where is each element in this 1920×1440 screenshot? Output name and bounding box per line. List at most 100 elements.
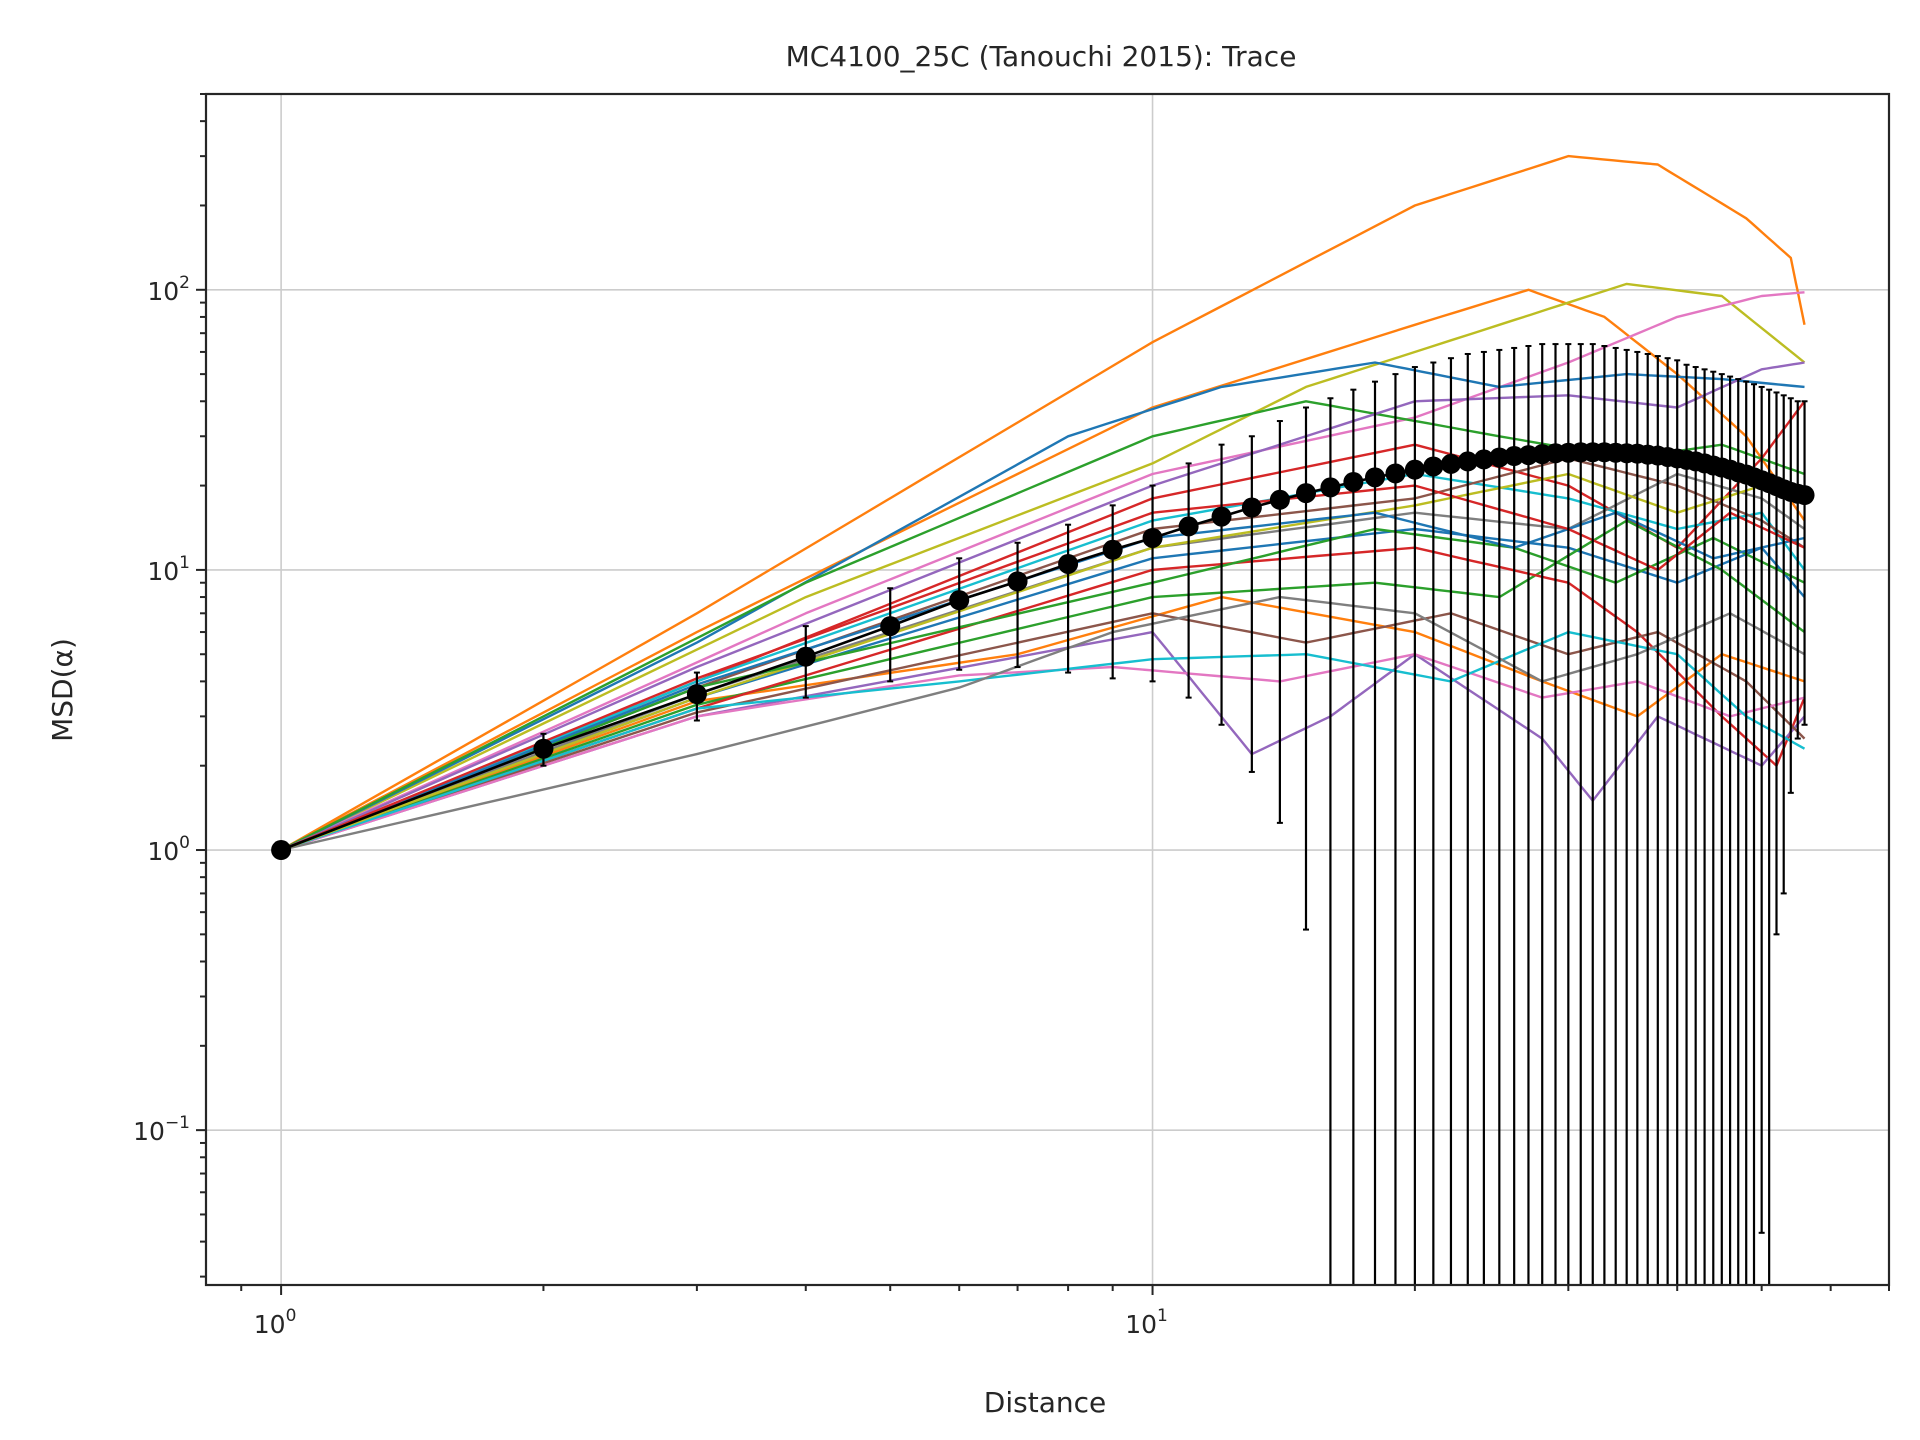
mean-point-3	[795, 646, 816, 667]
trace-line-18	[280, 630, 1806, 852]
error-bar-31	[1589, 343, 1596, 1285]
error-bar-20	[1430, 361, 1437, 1285]
mean-point-14	[1296, 483, 1317, 504]
error-bar-49	[1758, 385, 1765, 1234]
mean-point-23	[1473, 449, 1494, 470]
error-bar-47	[1743, 380, 1750, 1285]
mean-point-15	[1320, 477, 1341, 498]
trace-line-6	[280, 361, 1805, 852]
error-bar-42	[1701, 368, 1708, 1285]
y-tick-label-0: 100	[147, 833, 190, 866]
error-bar-38	[1664, 357, 1671, 1285]
error-bar-34	[1623, 348, 1630, 1285]
error-bar-7	[1065, 523, 1072, 674]
error-bar-37	[1654, 355, 1661, 1285]
error-bar-52	[1780, 394, 1787, 895]
trace-line-23	[280, 484, 1806, 852]
error-bar-6	[1014, 541, 1021, 669]
mean-point-18	[1385, 463, 1406, 484]
x-tick-label-1: 101	[1125, 1306, 1168, 1339]
error-bar-33	[1612, 346, 1619, 1285]
error-bar-25	[1511, 346, 1518, 1285]
error-bar-53	[1787, 397, 1794, 794]
mean-point-16	[1343, 471, 1364, 492]
axis-ticks: 100 101 10−1 100 101 102	[133, 93, 1890, 1339]
trace-line-22	[280, 511, 1805, 852]
error-bar-29	[1565, 343, 1572, 1285]
mean-point-9	[1142, 527, 1163, 548]
error-bar-8	[1109, 504, 1116, 680]
trace-line-21	[280, 527, 1806, 852]
error-bar-22	[1464, 352, 1471, 1285]
trace-line-4	[280, 361, 1805, 852]
error-bar-36	[1644, 352, 1651, 1285]
error-bar-15	[1327, 397, 1334, 1285]
error-bar-32	[1601, 345, 1608, 1285]
mean-point-21	[1440, 453, 1461, 474]
error-bar-30	[1577, 343, 1584, 1285]
mean-point-11	[1211, 506, 1232, 527]
mean-series	[271, 442, 1815, 861]
error-bar-50	[1766, 388, 1773, 1285]
error-bar-26	[1525, 345, 1532, 1285]
error-bar-46	[1735, 378, 1742, 1285]
error-bar-27	[1539, 343, 1546, 1285]
x-axis-label: Distance	[984, 1386, 1106, 1419]
mean-point-10	[1178, 516, 1199, 537]
trace-line-0	[280, 154, 1806, 852]
mean-point-13	[1269, 489, 1290, 510]
mean-point-19	[1404, 459, 1425, 480]
error-bar-28	[1552, 343, 1559, 1285]
trace-line-5	[280, 400, 1805, 852]
error-bar-55	[1801, 400, 1808, 726]
error-bar-40	[1683, 363, 1690, 1285]
y-tick-label-−1: 10−1	[133, 1113, 190, 1146]
error-bar-44	[1718, 373, 1725, 1285]
error-bar-35	[1634, 350, 1641, 1285]
error-bar-9	[1149, 484, 1156, 683]
mean-point-7	[1058, 553, 1079, 574]
error-bar-45	[1727, 375, 1734, 1285]
y-axis-label: MSD(α)	[46, 638, 79, 742]
trace-line-13	[280, 519, 1806, 852]
error-bar-12	[1248, 435, 1255, 773]
error-bar-21	[1447, 357, 1454, 1285]
error-bar-13	[1276, 420, 1283, 824]
error-bar-23	[1480, 350, 1487, 1285]
mean-point-12	[1241, 497, 1262, 518]
trace-line-3	[280, 291, 1805, 852]
trace-line-2	[280, 282, 1806, 852]
y-tick-label-1: 101	[147, 553, 190, 586]
mean-point-25	[1504, 446, 1525, 467]
mean-point-0	[271, 840, 292, 861]
error-bar-17	[1372, 380, 1379, 1285]
error-bar-48	[1751, 383, 1758, 1285]
mean-point-8	[1102, 539, 1123, 560]
plot-frame	[204, 92, 1891, 1287]
y-tick-label-2: 102	[147, 273, 190, 306]
mean-point-55	[1794, 485, 1815, 506]
x-tick-label-0: 100	[254, 1306, 297, 1339]
mean-error-bars	[278, 343, 1808, 1285]
error-bar-11	[1218, 443, 1225, 726]
trace-line-20	[280, 472, 1805, 852]
chart-title: MC4100_25C (Tanouchi 2015): Trace	[786, 40, 1297, 73]
mean-point-24	[1489, 447, 1510, 468]
error-bar-16	[1350, 388, 1357, 1285]
error-bar-41	[1692, 366, 1699, 1285]
mean-point-17	[1365, 467, 1386, 488]
trace-line-19	[280, 595, 1806, 852]
mean-point-4	[880, 616, 901, 637]
mean-point-6	[1007, 571, 1028, 592]
error-bar-43	[1710, 370, 1717, 1285]
mean-point-1	[533, 738, 554, 759]
mean-point-2	[686, 684, 707, 705]
mean-point-20	[1423, 456, 1444, 477]
error-bar-5	[956, 557, 963, 671]
error-bar-10	[1185, 462, 1192, 699]
error-bar-39	[1674, 359, 1681, 1285]
error-bar-18	[1392, 373, 1399, 1285]
mean-point-5	[949, 590, 970, 611]
error-bar-54	[1794, 400, 1801, 740]
